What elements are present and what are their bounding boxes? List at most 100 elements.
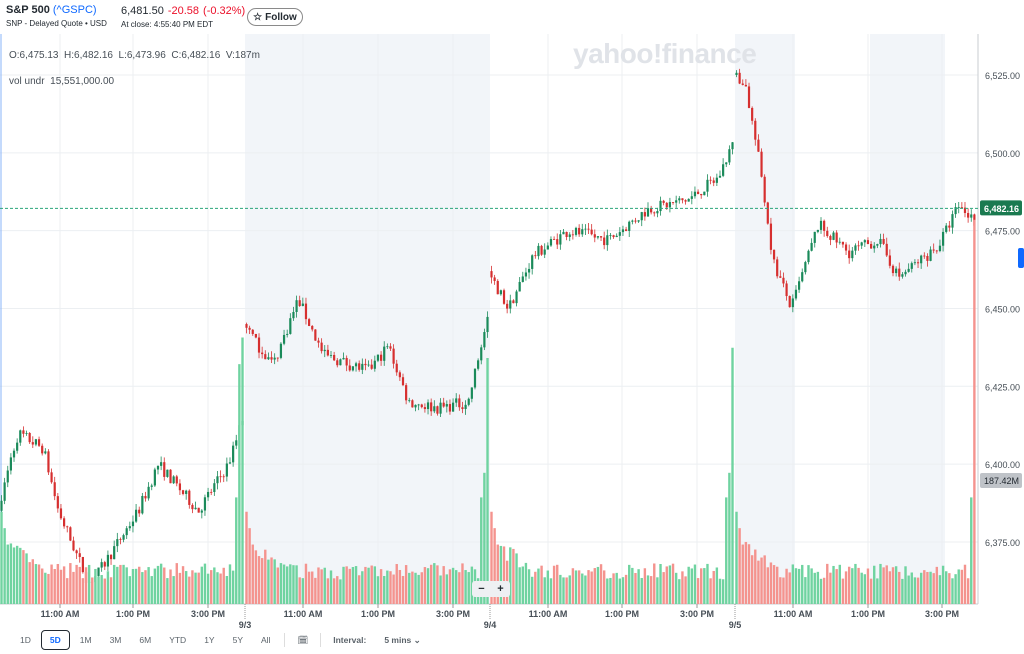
volume-bar (779, 577, 782, 604)
candle (169, 469, 172, 484)
volume-bar (735, 511, 738, 604)
day-label: 9/4 (484, 620, 497, 630)
scroll-handle[interactable] (1018, 248, 1024, 268)
candle (772, 249, 776, 260)
volume-bar (100, 575, 103, 604)
calendar-icon[interactable]: 🗓 (297, 634, 309, 645)
candle (141, 495, 144, 514)
range-1y[interactable]: 1Y (204, 635, 215, 645)
candle (336, 360, 339, 366)
volume-bar (665, 566, 668, 604)
volume-bar (869, 578, 873, 604)
volume-bar (367, 567, 370, 604)
range-5y[interactable]: 5Y (232, 635, 243, 645)
volume-bar (119, 564, 122, 604)
volume-bar (973, 219, 976, 604)
volume-bar (568, 575, 571, 604)
volume-bar (549, 578, 553, 604)
candle (279, 343, 283, 358)
y-tick-label: 6,525.00 (985, 71, 1020, 81)
volume-bar (417, 574, 420, 604)
candle (203, 497, 207, 511)
volume-bar (493, 528, 496, 604)
range-all[interactable]: All (261, 635, 271, 645)
volume-bar (835, 569, 838, 604)
candle (913, 262, 917, 264)
candle (251, 329, 254, 334)
range-3m[interactable]: 3M (109, 635, 122, 645)
volume-bar (515, 553, 518, 604)
candle (417, 404, 420, 406)
candle (270, 357, 273, 360)
candle (882, 238, 885, 244)
candle (948, 225, 951, 228)
candle (819, 220, 823, 230)
candle (125, 528, 128, 536)
volume-bar (357, 575, 361, 604)
follow-button[interactable]: ☆ Follow (247, 8, 303, 26)
volume-bar (159, 563, 163, 604)
candle (876, 244, 879, 246)
volume-bar (543, 577, 546, 604)
candle (376, 354, 380, 361)
volume-bar (200, 566, 204, 604)
volume-bar (898, 571, 901, 604)
volume-bar (857, 567, 860, 604)
index-name: S&P 500 (6, 4, 50, 16)
candle (631, 220, 634, 222)
volume-bar (882, 567, 885, 604)
x-tick-label: 1:00 PM (116, 609, 150, 619)
range-6m[interactable]: 6M (139, 635, 152, 645)
volume-bar (794, 568, 798, 604)
range-ytd[interactable]: YTD (169, 635, 187, 645)
volume-bar (624, 574, 628, 604)
volume-bar (791, 564, 795, 604)
volume-bar (826, 563, 829, 604)
zoom-out-button[interactable]: − (478, 583, 485, 595)
volume-bar (188, 576, 191, 604)
candle (791, 298, 794, 308)
candle (844, 244, 848, 251)
volume-bar (559, 574, 562, 604)
candle (235, 440, 238, 446)
volume-bar (172, 576, 175, 604)
candle (333, 354, 336, 361)
range-1m[interactable]: 1M (79, 635, 92, 645)
candle (782, 277, 785, 284)
volume-bar (332, 578, 336, 604)
candle (675, 200, 678, 203)
candle (823, 220, 826, 231)
price-chart[interactable]: 6,525.00 6,500.00 6,475.00 6,450.00 6,425.00… (0, 34, 1024, 630)
candle (122, 535, 125, 540)
range-1d[interactable]: 1D (20, 635, 31, 645)
candle (835, 232, 838, 243)
ticker-link[interactable]: (^GSPC) (52, 4, 97, 16)
volume-bar (109, 577, 113, 604)
candle (134, 509, 138, 522)
chevron-down-icon: ⌄ (413, 634, 421, 645)
volume-bar (712, 570, 715, 604)
volume-bar (804, 577, 807, 604)
volume-bar (709, 578, 712, 604)
volume-bar (414, 572, 417, 604)
interval-select[interactable]: 5 mins ⌄ (384, 635, 420, 646)
volume-bar (653, 563, 656, 604)
volume-bar (910, 572, 913, 604)
volume-bar (53, 568, 56, 604)
range-5d[interactable]: 5D (40, 630, 70, 650)
volume-bar (766, 567, 769, 604)
candle (904, 271, 907, 275)
last-price-label: 6,482.16 (984, 204, 1019, 214)
candle (776, 259, 779, 277)
volume-bar (364, 566, 367, 604)
volume-bar (565, 577, 568, 604)
candle (863, 240, 866, 243)
candle (596, 236, 600, 238)
candle (420, 404, 423, 408)
candle (963, 207, 967, 214)
volume-bar (674, 572, 678, 604)
candle (442, 402, 445, 407)
zoom-in-button[interactable]: + (497, 583, 504, 595)
candle (191, 504, 194, 510)
volume-bar (502, 546, 506, 604)
